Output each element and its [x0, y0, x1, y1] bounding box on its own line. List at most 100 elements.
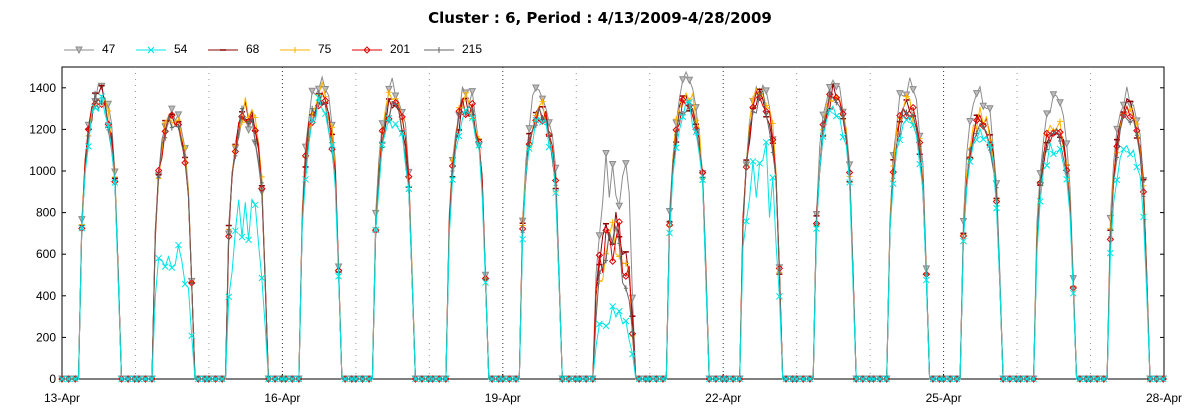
- data-point: [104, 122, 112, 129]
- data-point: [999, 375, 1007, 383]
- data-point: [385, 89, 392, 96]
- data-point: [468, 114, 476, 122]
- data-point: [762, 87, 770, 95]
- data-point: [258, 274, 266, 282]
- data-point: [981, 123, 986, 130]
- data-point: [194, 375, 202, 383]
- data-point: [1120, 145, 1127, 153]
- data-point: [532, 84, 540, 93]
- data-point: [161, 263, 169, 270]
- data-point: [678, 76, 687, 84]
- y-tick-label: 0: [49, 372, 56, 386]
- data-point: [393, 101, 398, 108]
- data-point: [834, 99, 839, 106]
- data-point: [1056, 128, 1064, 136]
- data-point: [176, 123, 181, 130]
- data-point: [188, 332, 196, 340]
- data-point: [672, 144, 680, 152]
- data-point: [608, 160, 617, 169]
- data-point: [755, 93, 764, 102]
- data-point: [699, 176, 706, 184]
- data-point: [889, 180, 897, 188]
- data-point: [212, 375, 219, 383]
- data-point: [437, 47, 441, 53]
- data-point: [265, 375, 272, 383]
- data-point: [922, 276, 930, 284]
- data-point: [705, 375, 713, 383]
- data-point: [323, 101, 328, 108]
- y-tick-label: 800: [36, 206, 56, 220]
- data-point: [909, 103, 917, 112]
- data-point: [769, 174, 777, 182]
- data-point: [233, 152, 238, 159]
- data-point: [763, 102, 770, 109]
- data-point: [940, 375, 947, 383]
- data-point: [596, 320, 603, 328]
- data-point: [979, 102, 988, 111]
- data-point: [1134, 132, 1139, 139]
- legend-swatch: [136, 46, 166, 54]
- data-point: [429, 375, 436, 383]
- data-point: [917, 143, 922, 150]
- legend-swatch: [280, 47, 310, 53]
- data-point: [972, 116, 981, 124]
- data-point: [189, 280, 194, 287]
- data-point: [1056, 99, 1064, 107]
- data-point: [1113, 142, 1121, 151]
- legend-label: 215: [462, 42, 483, 56]
- data-point: [617, 240, 622, 247]
- data-point: [512, 375, 520, 383]
- data-point: [819, 133, 827, 141]
- data-point: [974, 130, 979, 137]
- data-point: [652, 375, 660, 383]
- data-point: [896, 111, 904, 120]
- data-point: [622, 317, 630, 325]
- data-point: [405, 185, 413, 193]
- data-point: [246, 120, 251, 127]
- data-point: [525, 140, 533, 148]
- data-point: [315, 94, 323, 102]
- data-point: [468, 88, 477, 96]
- data-point: [749, 158, 757, 165]
- data-point: [482, 279, 489, 286]
- data-point: [692, 128, 700, 136]
- data-point: [776, 293, 783, 300]
- data-point: [1006, 375, 1014, 383]
- data-point: [1107, 249, 1114, 257]
- data-point: [902, 112, 911, 120]
- data-point: [799, 375, 807, 383]
- data-point: [462, 89, 469, 96]
- data-point: [365, 375, 373, 383]
- data-point: [1044, 146, 1049, 153]
- data-point: [602, 150, 610, 158]
- data-point: [742, 217, 750, 225]
- data-point: [589, 375, 597, 383]
- data-point: [635, 375, 643, 383]
- data-point: [832, 112, 840, 120]
- legend-label: 75: [318, 42, 332, 56]
- data-point: [475, 141, 483, 149]
- data-point: [870, 375, 877, 383]
- data-point: [630, 328, 635, 335]
- data-point: [903, 116, 910, 124]
- data-point: [968, 146, 973, 153]
- legend-swatch: [352, 46, 382, 54]
- data-point: [1069, 289, 1077, 297]
- data-point: [181, 159, 189, 167]
- data-point: [597, 270, 602, 277]
- data-point: [168, 111, 176, 119]
- data-point: [826, 97, 833, 104]
- data-point: [392, 120, 399, 128]
- data-point: [723, 375, 730, 383]
- data-point: [328, 141, 336, 149]
- data-point: [244, 126, 253, 135]
- data-point: [622, 260, 629, 267]
- data-point: [615, 202, 624, 211]
- data-point: [1038, 179, 1043, 186]
- data-point: [1093, 375, 1101, 383]
- x-tick-label: 13-Apr: [44, 391, 80, 405]
- data-point: [527, 137, 532, 144]
- data-point: [986, 105, 994, 113]
- x-tick-label: 25-Apr: [926, 391, 962, 405]
